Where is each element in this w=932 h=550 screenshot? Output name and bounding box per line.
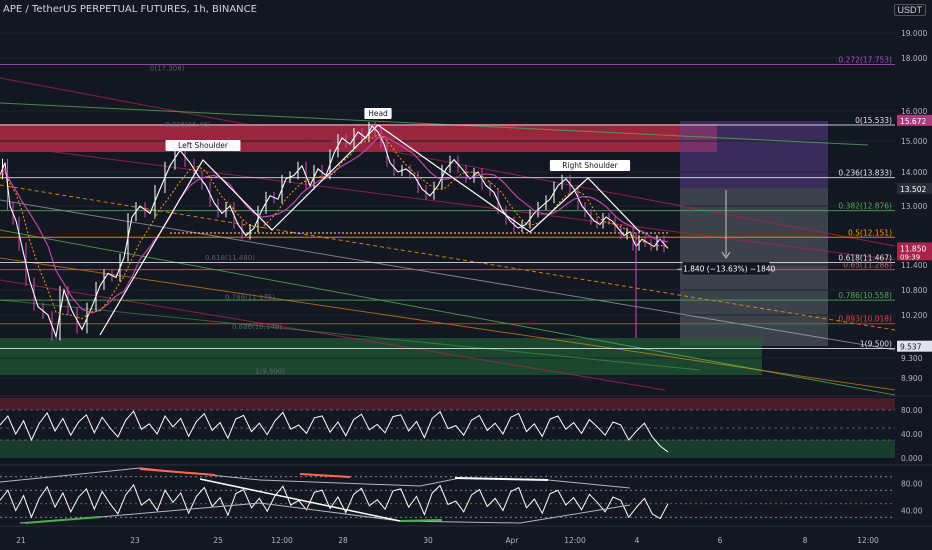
time-axis-tick: 6 — [718, 536, 723, 545]
pattern-label: Head — [368, 109, 388, 118]
measure-arrow — [721, 251, 731, 259]
pattern-label-box — [165, 140, 241, 151]
pattern-label: Right Shoulder — [562, 161, 618, 170]
time-axis-tick: 30 — [423, 536, 433, 545]
measure-label-box — [681, 261, 771, 276]
osc-trendline — [454, 477, 549, 481]
price-axis-tick: 10.200 — [901, 311, 927, 320]
pattern-label: Left Shoulder — [178, 141, 229, 150]
osc-line — [0, 483, 669, 520]
ghost-fib-label: 0.618(11.480) — [205, 254, 255, 262]
osc-axis-tick: 40.00 — [901, 507, 923, 516]
time-axis-tick: 28 — [338, 536, 348, 545]
fib-level-label: 0.786(10.558) — [838, 291, 892, 300]
fast-average — [0, 134, 669, 320]
ghost-fib-label: 0(17.308) — [150, 65, 185, 73]
rsi-axis-tick: 40.00 — [901, 430, 923, 439]
fib-level-label: 0.236(13.833) — [838, 169, 892, 178]
time-axis-tick: 25 — [213, 536, 223, 545]
time-axis-tick: 21 — [16, 536, 26, 545]
osc-trendline — [199, 478, 401, 522]
trendline — [0, 279, 666, 391]
price-axis-tick: 8.900 — [901, 374, 923, 383]
rsi-overbought-zone — [0, 398, 895, 410]
time-axis-tick: 8 — [803, 536, 808, 545]
trendline — [0, 199, 896, 351]
osc-bearish-divergence — [139, 468, 216, 476]
measure-label: −1.840 (−13.63%) −1840 — [677, 265, 776, 274]
price-axis-tick: 10.800 — [901, 286, 927, 295]
price-axis-tick: 15.000 — [901, 137, 927, 146]
time-axis-tick: 12:00 — [857, 536, 879, 545]
time-axis-tick: 4 — [635, 536, 640, 545]
price-tag — [897, 182, 932, 194]
fib-level-label: 0.65(11.288) — [843, 261, 892, 270]
price-tag-text: 11.850 — [900, 244, 926, 253]
price-axis-tick: 13.000 — [901, 202, 927, 211]
fib-level-label: 0.5(12.151) — [848, 228, 892, 237]
rsi-axis-tick: 80.00 — [901, 406, 923, 415]
fib-level-label: 0.272(17.753) — [838, 56, 892, 65]
ghost-fib-label: 0.236(15.40) — [165, 121, 211, 129]
price-tag-text: 13.502 — [900, 185, 926, 194]
ghost-fib-label: 1(9.500) — [255, 368, 285, 376]
time-axis-tick: 12:00 — [564, 536, 586, 545]
fib-level-label: 1(9.500) — [860, 339, 892, 348]
time-axis-tick: 23 — [130, 536, 140, 545]
pattern-label-box — [549, 160, 631, 171]
resistance-zone — [0, 124, 717, 152]
support-zone — [0, 338, 762, 375]
head-shoulders-outline — [99, 124, 641, 336]
price-axis-tick: 18.000 — [901, 54, 927, 63]
price-axis-tick: 16.000 — [901, 107, 927, 116]
osc-bullish-divergence — [24, 516, 101, 524]
price-tag — [897, 114, 932, 126]
ghost-fib-label: 0.786(11.175) — [225, 294, 275, 302]
osc-bullish-divergence — [399, 519, 443, 522]
pattern-label-box — [364, 108, 392, 119]
moving-average — [0, 135, 669, 314]
price-axis-tick: 11.400 — [901, 261, 927, 270]
chart-title: APE / TetherUS PERPETUAL FUTURES, 1h, BI… — [3, 4, 257, 15]
price-tag-countdown: 09:39 — [900, 253, 920, 261]
price-axis-tick: 19.000 — [901, 29, 927, 38]
trendline — [0, 77, 896, 247]
ghost-fib-label: 0.886(10.149) — [232, 323, 282, 331]
price-tag — [897, 242, 932, 261]
fib-level-label: 0.382(12.876) — [838, 202, 892, 211]
rsi-axis-tick: 0.000 — [901, 454, 923, 463]
price-tag — [897, 340, 932, 352]
trendline — [0, 102, 869, 146]
time-axis-tick: 12:00 — [271, 536, 293, 545]
price-tag-text: 9.537 — [900, 343, 922, 352]
price-axis-tick: 14.000 — [901, 168, 927, 177]
fib-level-label: 0.893(10.018) — [838, 315, 892, 324]
price-axis-tick: 9.300 — [901, 354, 923, 363]
fib-level-label: 0.618(11.467) — [838, 254, 892, 263]
rsi-line — [0, 410, 669, 453]
fib-level-label: 0(15.533) — [855, 116, 892, 125]
price-tag-text: 15.672 — [900, 117, 926, 126]
target-zone-top — [680, 121, 828, 188]
osc-axis-tick: 80.00 — [901, 480, 923, 489]
time-axis-tick: Apr — [506, 536, 520, 545]
trendline — [0, 144, 896, 261]
currency-unit-button[interactable]: USDT — [893, 4, 926, 16]
osc-bearish-divergence — [299, 473, 351, 478]
trendline — [0, 299, 701, 371]
rsi-oversold-zone — [0, 440, 895, 458]
